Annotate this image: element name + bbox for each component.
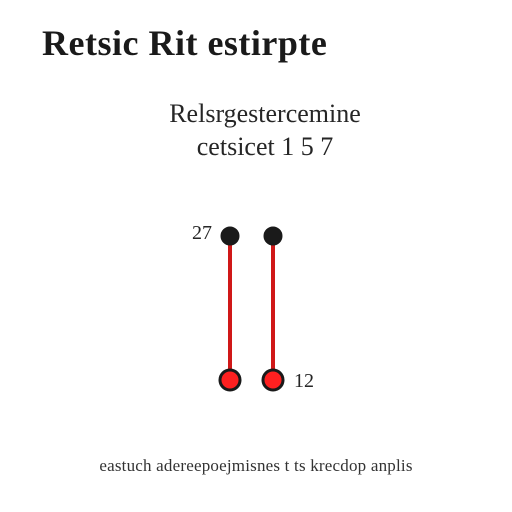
figure-subtitle: Relsrgestercemine cetsicet 1 5 7 bbox=[120, 98, 410, 163]
figure-canvas: Retsic Rit estirpte Relsrgestercemine ce… bbox=[0, 0, 512, 512]
figure-footer: eastuch adereepoejmisnes t ts krecdop an… bbox=[0, 456, 512, 476]
subtitle-line1: Relsrgestercemine bbox=[169, 99, 361, 128]
figure-title: Retsic Rit estirpte bbox=[42, 22, 327, 64]
label-bottom-right: 12 bbox=[294, 370, 314, 393]
label-top-left: 27 bbox=[192, 222, 212, 245]
subtitle-line2: cetsicet 1 5 7 bbox=[197, 132, 333, 161]
